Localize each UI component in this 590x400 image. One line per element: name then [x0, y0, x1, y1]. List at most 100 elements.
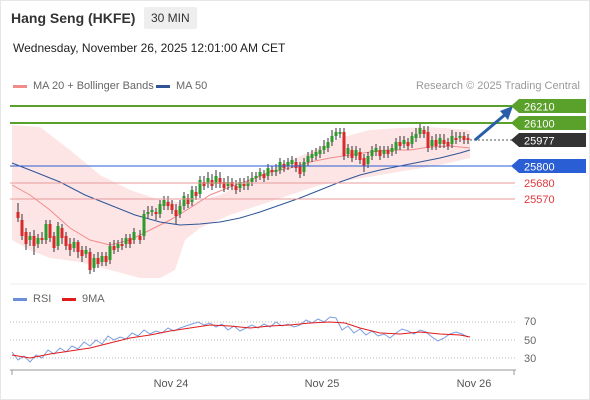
legend-ma20: MA 20 + Bollinger Bands: [13, 80, 154, 92]
candle-body: [150, 210, 154, 212]
legend-ma20-swatch: [13, 84, 27, 88]
candle-body: [242, 184, 246, 186]
label-25680: 25680: [524, 178, 555, 190]
candle-body: [294, 162, 298, 168]
candle-body: [330, 136, 334, 142]
label-26100: 26100: [524, 119, 555, 131]
legend-ma20-label: MA 20 + Bollinger Bands: [33, 80, 154, 92]
label-25800-bg: [511, 159, 586, 173]
candle-body: [298, 166, 302, 174]
candle-body: [454, 138, 458, 140]
candle-body: [174, 210, 178, 216]
candle-body: [306, 156, 310, 162]
candle-body: [230, 182, 234, 186]
candle-body: [112, 246, 116, 250]
x-tick-nov25: Nov 25: [305, 378, 340, 390]
candle-body: [20, 220, 24, 236]
candle-body: [108, 246, 112, 260]
candle-body: [386, 150, 390, 154]
candle-body: [442, 140, 446, 144]
label-26210-bg: [511, 99, 586, 113]
legend-9ma: 9MA: [62, 293, 105, 305]
candle-body: [32, 236, 36, 246]
ma50-line: [11, 149, 471, 226]
x-tick-nov24: Nov 24: [154, 378, 189, 390]
candle-body: [374, 148, 378, 152]
research-credit: Research © 2025 Trading Central: [415, 80, 580, 92]
legend-rsi-swatch: [13, 297, 27, 301]
candle-body: [182, 196, 186, 206]
candle-body: [44, 224, 48, 240]
candle-body: [390, 148, 394, 152]
candle-body: [120, 244, 124, 246]
candle-body: [310, 154, 314, 158]
candle-body: [350, 150, 354, 158]
candle-body: [92, 258, 96, 268]
label-26210: 26210: [524, 102, 555, 114]
trend-arrow: [474, 111, 508, 142]
candle-body: [338, 132, 342, 134]
instrument-title: Hang Seng (HKFE): [11, 10, 136, 26]
candle-body: [80, 250, 84, 256]
candle-body: [410, 136, 414, 144]
candle-body: [194, 192, 198, 196]
candle-body: [64, 236, 68, 246]
candle-body: [382, 150, 386, 154]
candle-body: [214, 176, 218, 184]
candle-body: [434, 140, 438, 146]
candle-body: [462, 136, 466, 140]
x-tick-nov26: Nov 26: [457, 378, 492, 390]
candle-body: [342, 132, 346, 156]
candle-body: [202, 182, 206, 186]
candle-body: [414, 134, 418, 138]
candle-body: [186, 198, 190, 204]
candle-body: [378, 150, 382, 156]
candle-body: [366, 156, 370, 164]
candle-body: [326, 142, 330, 148]
candle-body: [76, 242, 80, 252]
candle-body: [250, 178, 254, 182]
candle-body: [354, 150, 358, 156]
candle-body: [262, 174, 266, 178]
candle-body: [154, 212, 158, 214]
candle-body: [132, 232, 136, 240]
candle-body: [116, 244, 120, 248]
candle-body: [238, 182, 242, 188]
candle-body: [318, 150, 322, 154]
interval-badge[interactable]: 30 MIN: [144, 7, 197, 29]
candle-body: [104, 256, 108, 262]
candle-body: [226, 182, 230, 186]
candle-body: [466, 138, 470, 140]
label-26100-bg: [511, 116, 586, 130]
candle-body: [450, 136, 454, 144]
candle-body: [36, 238, 40, 244]
candle-body: [274, 170, 278, 172]
candle-body: [128, 238, 132, 244]
candle-body: [206, 178, 210, 184]
candle-body: [178, 206, 182, 214]
candle-body: [100, 256, 104, 262]
legend-ma50-label: MA 50: [176, 80, 208, 92]
rsi-tick-30: 30: [524, 353, 536, 365]
candle-body: [398, 142, 402, 146]
rsi-line: [11, 316, 469, 363]
candle-body: [48, 224, 52, 238]
candle-body: [222, 182, 226, 188]
candle-body: [258, 172, 262, 176]
candle-body: [84, 250, 88, 254]
candle-body: [96, 258, 100, 264]
candle-body: [146, 212, 150, 214]
candle-body: [162, 200, 166, 206]
candle-body: [166, 202, 170, 206]
candle-body: [190, 190, 194, 202]
candle-body: [394, 142, 398, 150]
candle-body: [446, 142, 450, 146]
candle-body: [88, 252, 92, 270]
candle-body: [458, 136, 462, 138]
label-25800: 25800: [524, 162, 555, 174]
label-25977-bg: [511, 133, 586, 147]
candle-body: [302, 162, 306, 172]
candle-body: [286, 162, 290, 166]
candle-body: [246, 182, 250, 186]
